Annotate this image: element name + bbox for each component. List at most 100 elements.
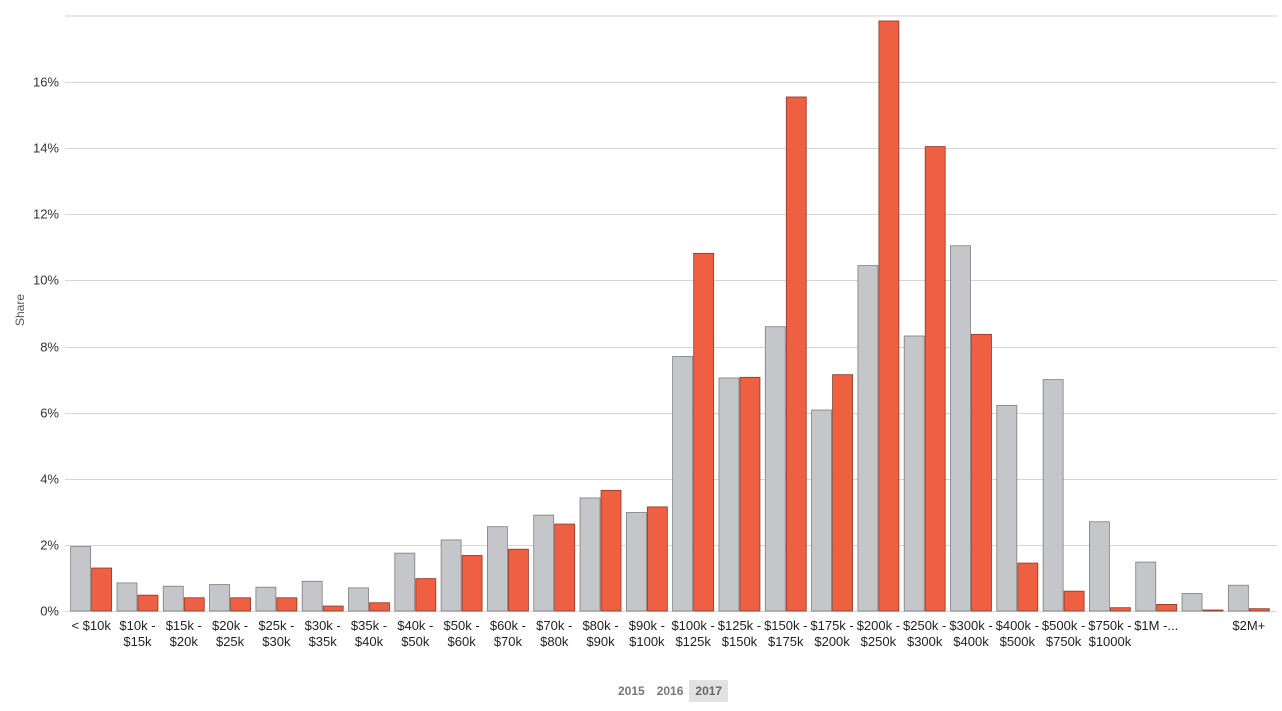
bar-series-1[interactable] — [440, 539, 462, 612]
bar-series-2[interactable] — [600, 489, 622, 612]
bar-series-2[interactable] — [1110, 607, 1131, 612]
bar-series-2[interactable] — [1202, 609, 1224, 612]
bar-series-1[interactable] — [1135, 561, 1157, 612]
y-tick-label: 14% — [33, 141, 59, 156]
bar-series-2[interactable] — [91, 567, 113, 612]
bar-series-2[interactable] — [785, 96, 807, 612]
x-tick-label: $125k — [675, 634, 711, 649]
y-tick-label: 16% — [33, 75, 59, 90]
bar-series-2[interactable] — [1063, 590, 1085, 612]
x-tick-label: $20k — [170, 634, 199, 649]
x-tick-label: $25k — [216, 634, 245, 649]
bar-series-2[interactable] — [369, 602, 390, 612]
x-tick-label: $30k - — [305, 618, 341, 633]
bar-series-1[interactable] — [116, 582, 138, 612]
y-tick-label: 0% — [40, 604, 59, 619]
x-tick-label: $50k - — [444, 618, 480, 633]
bar-series-2[interactable] — [693, 252, 715, 612]
bar-series-1[interactable] — [672, 356, 694, 612]
bar-series-1[interactable] — [950, 245, 971, 612]
x-tick-label: $2M+ — [1232, 618, 1265, 633]
x-tick-label: $150k — [722, 634, 758, 649]
bar-series-2[interactable] — [183, 597, 205, 612]
bar-series-2[interactable] — [832, 374, 853, 612]
bar-series-1[interactable] — [348, 587, 369, 612]
x-tick-label: $90k - — [629, 618, 665, 633]
y-tick-label: 12% — [33, 207, 59, 222]
bar-series-1[interactable] — [301, 580, 323, 612]
bar-series-2[interactable] — [461, 555, 483, 612]
x-tick-label: $15k — [123, 634, 152, 649]
bar-series-1[interactable] — [1089, 521, 1110, 612]
y-axis-title: Share — [13, 294, 27, 326]
x-tick-label: $30k — [262, 634, 291, 649]
x-tick-label: $400k - — [996, 618, 1039, 633]
year-tab-2016[interactable]: 2016 — [656, 684, 684, 698]
x-tick-label: $750k — [1046, 634, 1082, 649]
x-tick-label: $300k — [907, 634, 943, 649]
x-tick-label: $15k - — [166, 618, 202, 633]
x-tick-label: $300k - — [949, 618, 992, 633]
year-tab-2015[interactable]: 2015 — [618, 684, 645, 698]
bar-series-2[interactable] — [554, 523, 576, 612]
bar-series-1[interactable] — [1042, 379, 1064, 612]
x-tick-label: $125k - — [718, 618, 761, 633]
x-tick-label: $750k - — [1088, 618, 1131, 633]
x-tick-label: < $10k — [71, 618, 111, 633]
bar-series-1[interactable] — [487, 526, 508, 612]
bar-series-1[interactable] — [1227, 584, 1249, 612]
x-tick-label: $25k - — [258, 618, 294, 633]
bar-series-2[interactable] — [646, 506, 668, 612]
year-tab-2017[interactable]: 2017 — [689, 680, 729, 702]
x-tick-label: $70k — [494, 634, 523, 649]
bar-series-1[interactable] — [1181, 593, 1203, 612]
y-axis-ticks: 0% 2% 4% 6% 8% 10% 12% 14% 16% — [33, 75, 59, 619]
bar-series-1[interactable] — [764, 326, 786, 612]
bar-series-1[interactable] — [857, 265, 879, 612]
y-tick-label: 8% — [40, 340, 59, 355]
bar-series-2[interactable] — [739, 376, 761, 612]
x-tick-label: $70k - — [536, 618, 572, 633]
x-tick-label: $500k — [1000, 634, 1036, 649]
x-axis-ticks: < $10k $10k -$15k $15k -$20k $20k -$25k $25k… — [71, 618, 1265, 649]
x-tick-label: $175k — [768, 634, 804, 649]
x-tick-label: $90k — [586, 634, 615, 649]
x-tick-label: $20k - — [212, 618, 248, 633]
bar-series-1[interactable] — [811, 409, 832, 612]
x-tick-label: $80k - — [582, 618, 618, 633]
bar-series-1[interactable] — [903, 335, 925, 612]
bar-series-2[interactable] — [508, 548, 529, 612]
bar-series-1[interactable] — [718, 377, 740, 612]
y-tick-label: 6% — [40, 406, 59, 421]
bar-series-2[interactable] — [322, 605, 344, 612]
bar-series-1[interactable] — [533, 514, 555, 612]
x-tick-label: $1000k — [1089, 634, 1132, 649]
bar-series-2[interactable] — [415, 578, 437, 612]
bar-series-1[interactable] — [625, 512, 647, 612]
x-tick-label: $35k — [309, 634, 338, 649]
bar-series-1[interactable] — [394, 552, 416, 612]
bar-series-1[interactable] — [162, 585, 184, 612]
bars — [70, 20, 1270, 612]
bar-series-2[interactable] — [971, 333, 992, 612]
x-tick-label: $175k - — [810, 618, 853, 633]
bar-series-1[interactable] — [579, 497, 601, 612]
bar-series-1[interactable] — [996, 404, 1018, 612]
bar-series-1[interactable] — [255, 586, 277, 612]
x-tick-label: $1M -... — [1134, 618, 1178, 633]
y-tick-label: 10% — [33, 273, 59, 288]
year-selector: 2015 2016 2017 — [612, 680, 729, 702]
x-tick-label: $35k - — [351, 618, 387, 633]
bar-series-1[interactable] — [209, 584, 230, 612]
bar-series-2[interactable] — [1017, 562, 1039, 612]
bar-series-1[interactable] — [70, 546, 92, 612]
y-tick-label: 4% — [40, 472, 59, 487]
bar-series-2[interactable] — [924, 146, 946, 612]
bar-series-2[interactable] — [1248, 608, 1270, 612]
bar-series-2[interactable] — [1156, 603, 1178, 612]
bar-series-2[interactable] — [878, 20, 900, 612]
x-tick-label: $250k - — [903, 618, 946, 633]
bar-series-2[interactable] — [230, 597, 251, 612]
bar-series-2[interactable] — [137, 594, 159, 612]
bar-series-2[interactable] — [276, 597, 298, 612]
